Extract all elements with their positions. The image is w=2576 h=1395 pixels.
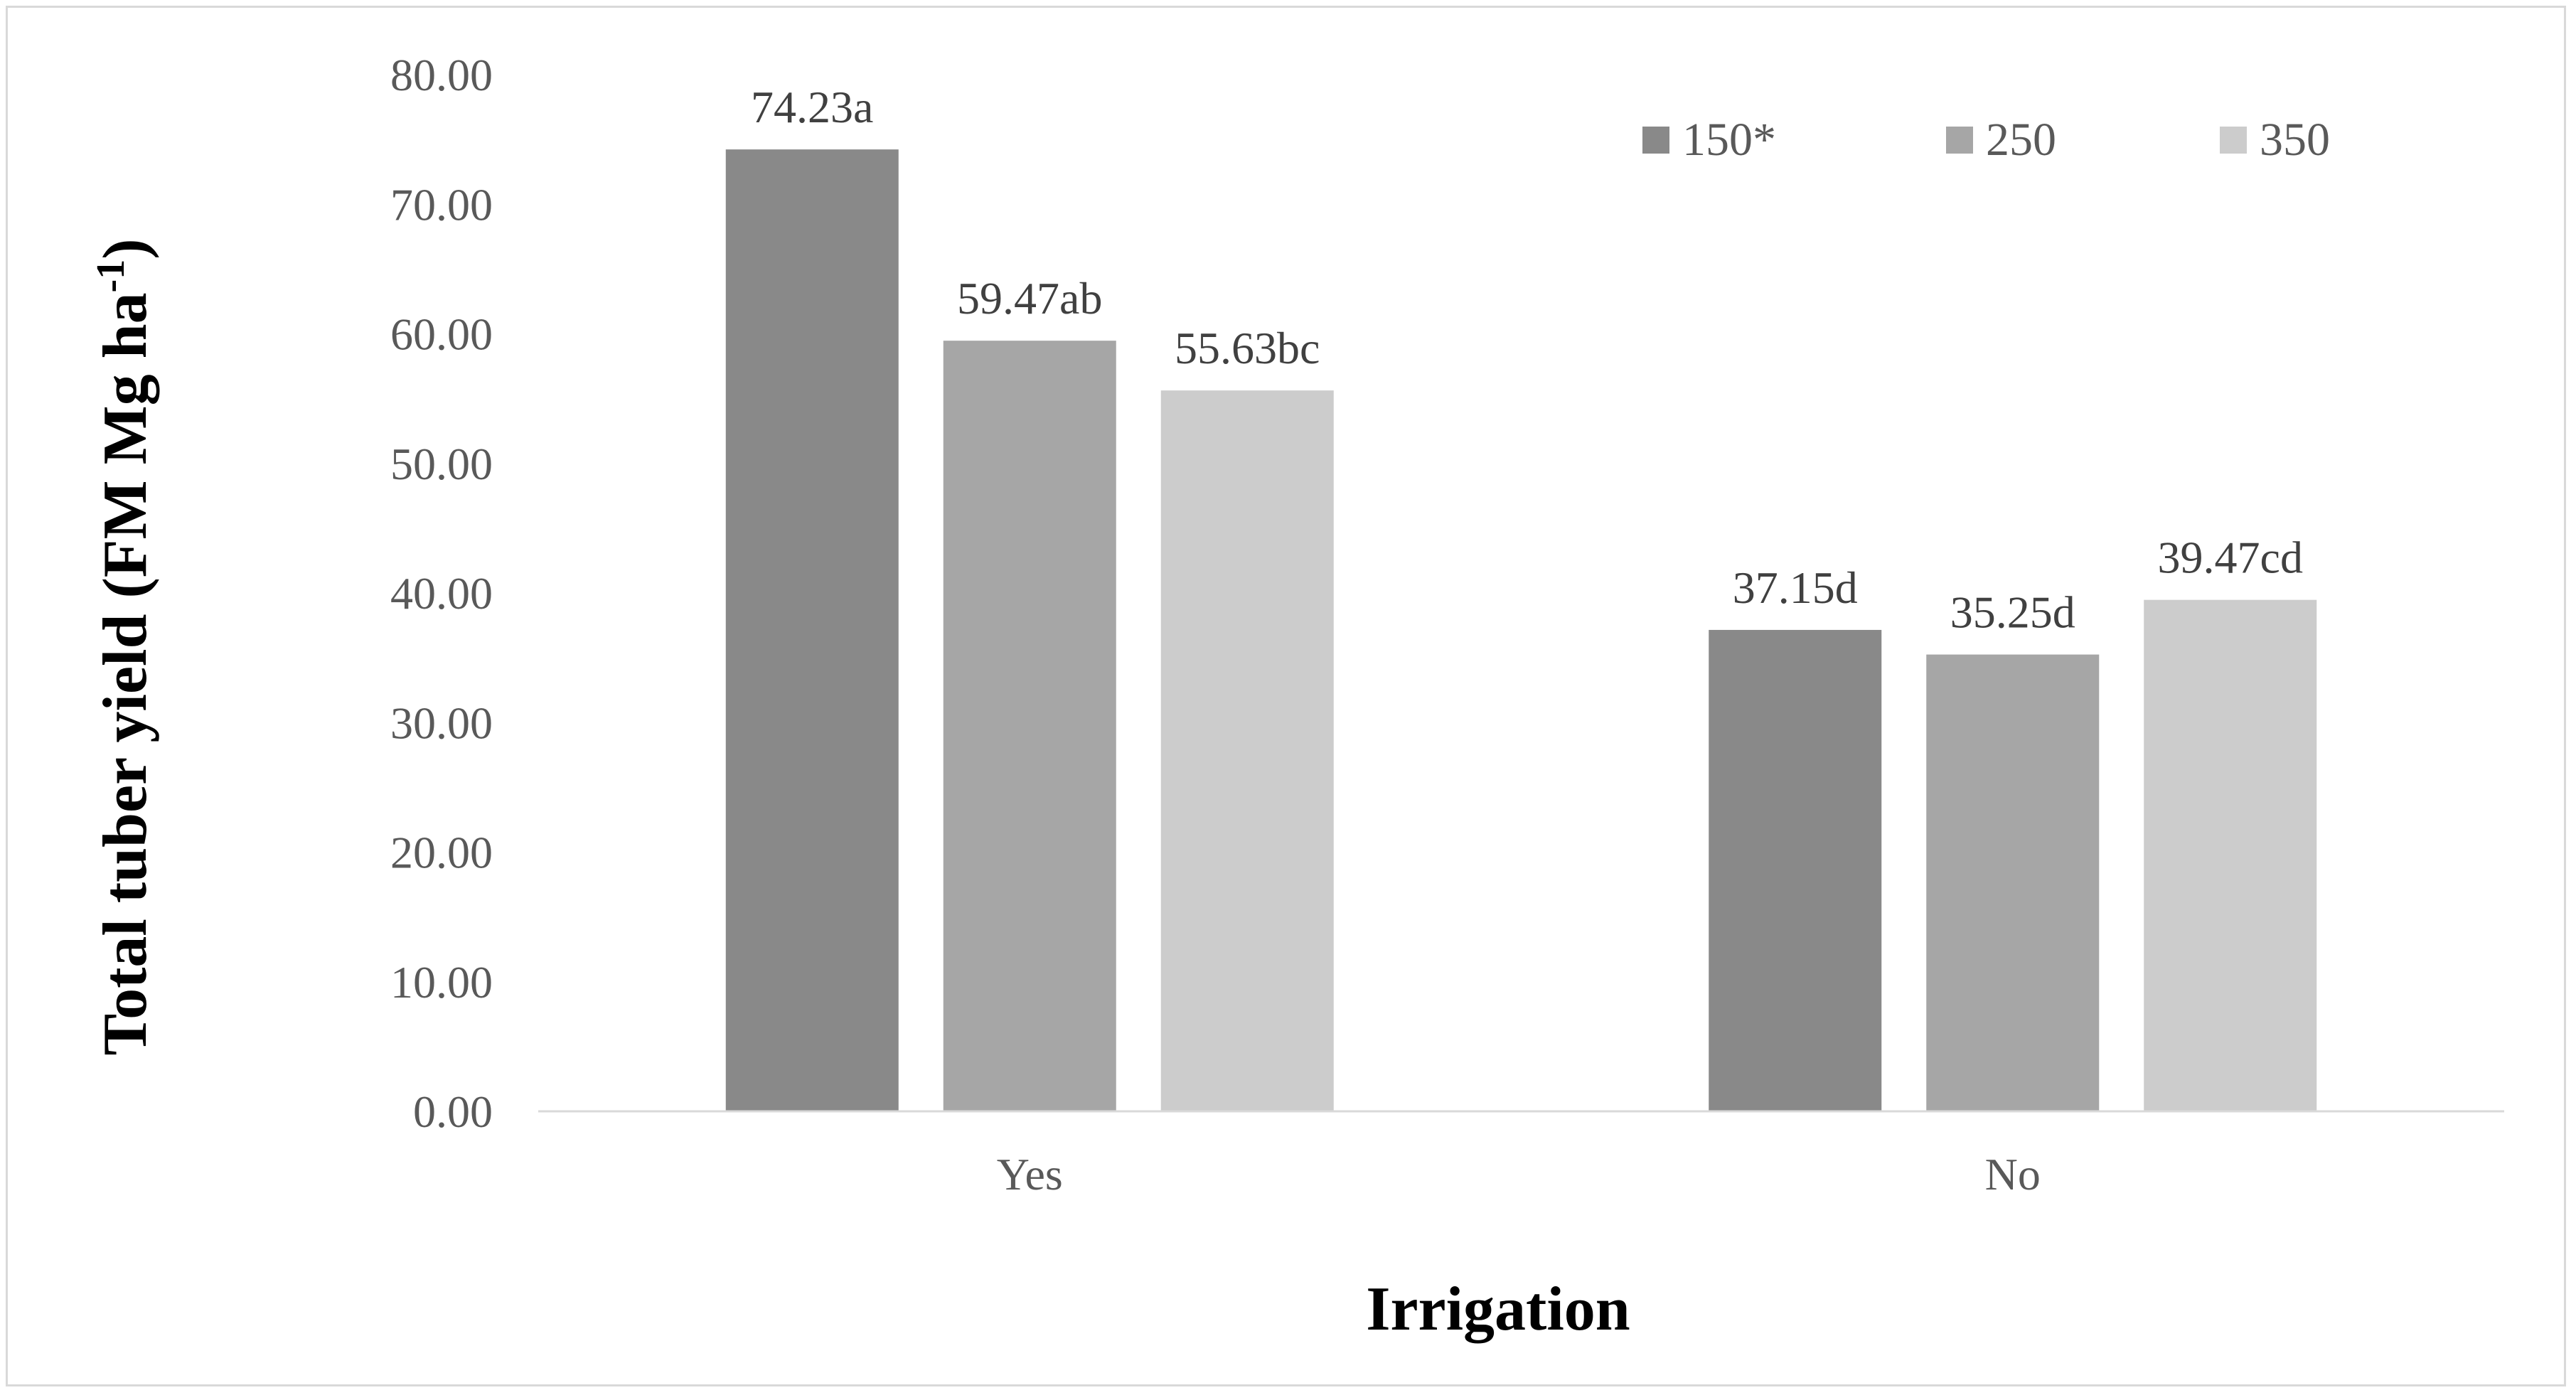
- bar-250-no: [1926, 654, 2100, 1111]
- y-tick-label: 10.00: [390, 957, 493, 1007]
- bar-150-yes: [725, 149, 899, 1112]
- bar-250-yes: [943, 341, 1116, 1112]
- y-axis-title-close: ): [91, 238, 160, 259]
- bar-data-label: 74.23a: [751, 82, 873, 132]
- y-tick-label: 80.00: [390, 50, 493, 100]
- y-tick-label: 70.00: [390, 179, 493, 230]
- bar-data-label: 59.47ab: [957, 273, 1102, 324]
- bar-data-labels: 74.23a 59.47ab 55.63bc 37.15d 35.25d 39.47cd: [751, 82, 2303, 637]
- x-tick-label: No: [1985, 1149, 2041, 1199]
- legend-label: 150*: [1682, 114, 1776, 166]
- y-tick-label: 20.00: [390, 828, 493, 878]
- y-tick-label: 0.00: [413, 1086, 493, 1137]
- y-tick-label: 40.00: [390, 568, 493, 619]
- y-axis-title-main: Total tuber yield (FM Mg ha: [91, 292, 160, 1055]
- legend: 150* 250 350: [1642, 114, 2330, 166]
- legend-swatch: [1642, 127, 1669, 154]
- bar-150-no: [1709, 629, 1882, 1111]
- y-axis-title-superscript: -1: [89, 260, 133, 293]
- bar-data-label: 55.63bc: [1175, 323, 1320, 373]
- legend-swatch: [2220, 127, 2247, 154]
- y-tick-label: 50.00: [390, 439, 493, 489]
- x-axis-ticks: Yes No: [997, 1149, 2041, 1199]
- bar-data-label: 35.25d: [1950, 587, 2075, 638]
- y-axis-ticks: 0.00 10.00 20.00 30.00 40.00 50.00 60.00 70.00 8…: [390, 50, 493, 1137]
- bar-350-yes: [1160, 390, 1334, 1111]
- x-tick-label: Yes: [997, 1149, 1063, 1199]
- y-tick-label: 30.00: [390, 698, 493, 748]
- bars: [725, 149, 2317, 1112]
- y-axis-title: Total tuber yield (FM Mg ha-1): [89, 238, 160, 1055]
- bar-350-no: [2144, 599, 2317, 1111]
- x-axis-title: Irrigation: [1366, 1275, 1630, 1344]
- bar-data-label: 37.15d: [1733, 562, 1858, 613]
- legend-swatch: [1946, 127, 1973, 154]
- bar-data-label: 39.47cd: [2158, 533, 2303, 583]
- legend-label: 350: [2260, 114, 2330, 166]
- legend-label: 250: [1986, 114, 2056, 166]
- y-tick-label: 60.00: [390, 309, 493, 360]
